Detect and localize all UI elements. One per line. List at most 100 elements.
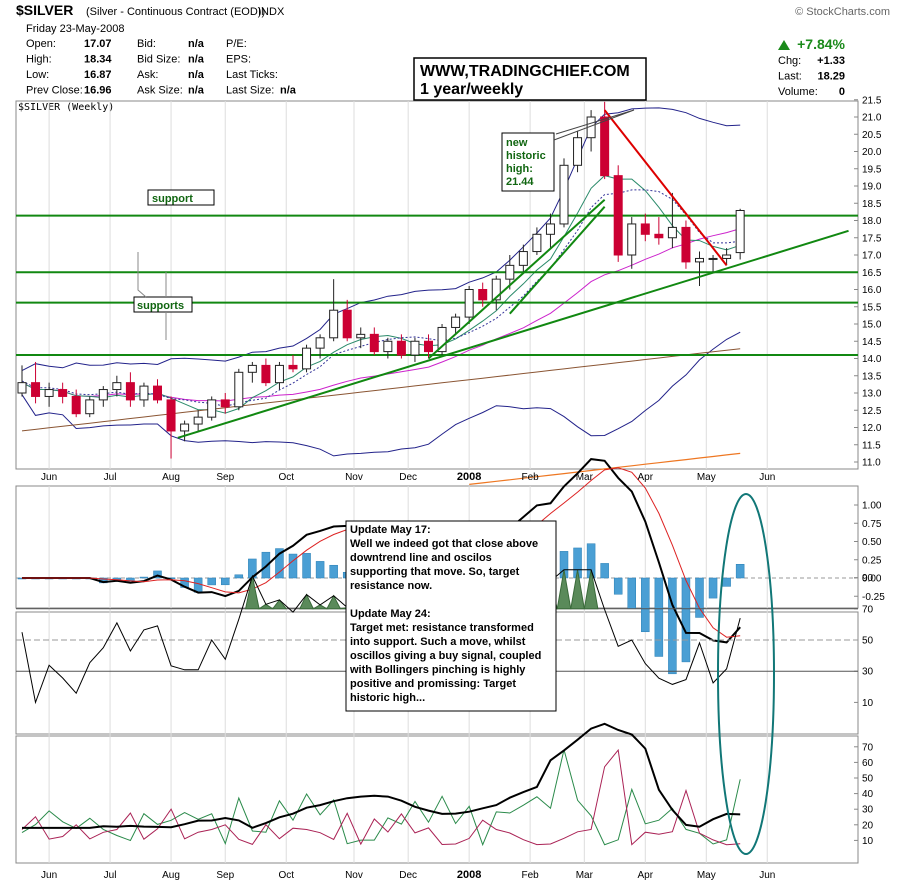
- adx-tick-label: 40: [862, 789, 874, 800]
- candle-body: [573, 137, 583, 166]
- x-tick-label: Nov: [345, 870, 363, 881]
- macd-bar: [735, 564, 745, 579]
- macd-bar: [234, 574, 244, 579]
- y-tick-label: 20.0: [862, 147, 882, 158]
- update-note-line: oscillos giving a buy signal, coupled: [350, 650, 541, 662]
- highlight-ellipse: [717, 493, 775, 855]
- quote-label: Last Size:: [226, 85, 274, 97]
- quote-label: Last Ticks:: [226, 69, 278, 81]
- candle-body: [85, 399, 95, 415]
- x-tick-label: Apr: [638, 472, 654, 483]
- candle-body: [518, 251, 528, 266]
- quote-label: Open:: [26, 38, 56, 50]
- watermark-box: [413, 57, 647, 101]
- x-tick-label: Jul: [104, 472, 117, 483]
- macd-bar: [708, 577, 718, 599]
- quote-label: P/E:: [226, 38, 247, 50]
- new-high-text: high:: [506, 163, 533, 175]
- candle-body: [559, 164, 569, 225]
- candle-body: [722, 254, 732, 259]
- adx-tick-label: 50: [862, 774, 874, 785]
- macd-bar: [261, 551, 271, 579]
- x-tick-label: Sep: [216, 472, 234, 483]
- macd-bar: [329, 564, 338, 579]
- adx-tick-label: 20: [862, 820, 874, 831]
- macd-tick-label: 1.00: [862, 501, 882, 512]
- rsi-overbought-fill: [257, 603, 275, 610]
- quote-right: Chg: +1.33 Last: 18.29 Volume: 0: [778, 55, 845, 98]
- candle-body: [505, 264, 515, 280]
- support-lines: [16, 214, 858, 357]
- candle-body: [667, 226, 677, 239]
- candle-body: [735, 209, 745, 254]
- rsi-tick-label: 90: [862, 573, 874, 584]
- macd-tick-label: 0.25: [862, 555, 882, 566]
- candles: [17, 101, 745, 459]
- candle-body: [329, 309, 339, 339]
- macd-bar: [302, 553, 311, 579]
- description: (Silver - Continuous Contract (EOD)): [86, 6, 265, 18]
- quote-value: 16.96: [84, 85, 112, 97]
- supports-label-box: [133, 296, 193, 313]
- price-axis: 11.0 11.5 12.0 12.5 13.0 13.5 14.0 14.5 15.0 15.5…: [854, 95, 882, 469]
- candle-body: [383, 340, 393, 353]
- rsi-tick-label: 50: [862, 636, 874, 647]
- up-arrow-icon: [778, 40, 790, 50]
- rsi-overbought-fill: [583, 569, 599, 610]
- quote-label: Bid Size:: [137, 54, 180, 66]
- adx-tick-label: 30: [862, 805, 874, 816]
- x-tick-label: Jun: [759, 472, 775, 483]
- quote-value: n/a: [280, 85, 297, 97]
- plus-di-line: [21, 749, 741, 847]
- support-label: support: [152, 193, 193, 205]
- macd-tick-label: 0.50: [862, 537, 882, 548]
- x-tick-label: Feb: [522, 870, 540, 881]
- quote-label: High:: [26, 54, 52, 66]
- candle-body: [532, 233, 542, 253]
- macd-bar: [613, 577, 623, 595]
- macd-bar: [275, 548, 284, 579]
- uptrend-steep2: [509, 206, 606, 315]
- candle-body: [288, 364, 298, 370]
- quote-label: Last:: [778, 71, 802, 83]
- candle-body: [247, 364, 257, 373]
- macd-bar: [207, 577, 216, 586]
- candle-body: [98, 389, 108, 401]
- supports-label: supports: [137, 300, 184, 312]
- x-tick-label: Oct: [278, 472, 294, 483]
- y-tick-label: 19.5: [862, 164, 882, 175]
- candle-body: [342, 309, 352, 339]
- y-tick-label: 18.0: [862, 216, 882, 227]
- adx-tick-label: 10: [862, 836, 874, 847]
- quote-value: n/a: [188, 38, 205, 50]
- uptrend-long: [177, 229, 849, 439]
- candle-body: [58, 389, 68, 397]
- macd-tick-label: -0.25: [862, 592, 885, 603]
- x-tick-label: Mar: [576, 870, 594, 881]
- candle-body: [180, 423, 190, 432]
- macd-bar: [654, 577, 664, 657]
- update-note-line: Well we indeed got that close above: [350, 538, 538, 550]
- copyright: © StockCharts.com: [795, 6, 890, 18]
- rsi-overbought-fill: [556, 569, 572, 610]
- adx-tick-label: 70: [862, 742, 874, 753]
- candle-body: [220, 399, 230, 408]
- new-high-text: new: [506, 137, 528, 149]
- macd-bar: [193, 577, 203, 593]
- adx-tick-label: 60: [862, 758, 874, 769]
- quote-label: Chg:: [778, 55, 801, 67]
- candle-body: [681, 226, 691, 263]
- quote-value: +1.33: [817, 55, 845, 67]
- rsi-overbought-fill: [298, 593, 315, 610]
- x-tick-label: Dec: [399, 472, 417, 483]
- trendlines: [177, 109, 849, 439]
- quote-label: Ask Size:: [137, 85, 183, 97]
- ma-long: [21, 348, 741, 432]
- macd-bar: [695, 577, 704, 618]
- x-tick-label: Aug: [162, 870, 180, 881]
- x-tick-label: Oct: [278, 870, 294, 881]
- adx-line: [22, 722, 741, 829]
- candle-body: [491, 278, 501, 301]
